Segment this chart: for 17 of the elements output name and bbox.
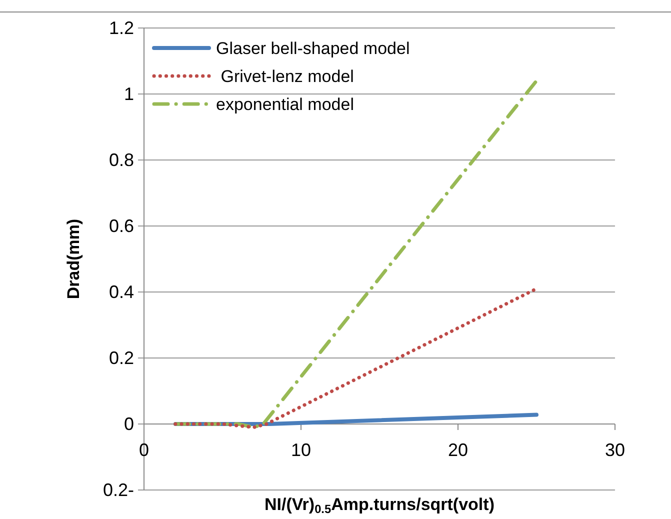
y-tick-label: 0.2-	[102, 480, 134, 500]
x-tick-label: 10	[290, 440, 312, 460]
y-tick-label: 0	[124, 414, 134, 434]
x-tick-label: 20	[448, 440, 468, 460]
x-tick-label: 0	[138, 440, 150, 460]
y-tick-label: 1.2	[108, 18, 134, 38]
legend-label: Glaser bell-shaped model	[216, 39, 410, 58]
legend-label: Grivet-lenz model	[216, 67, 354, 86]
y-tick-label: 0.2	[108, 348, 134, 368]
y-tick-label: 0.4	[108, 282, 134, 302]
y-tick-label: 0.8	[108, 150, 134, 170]
y-axis-title: Drad(mm)	[64, 218, 83, 300]
x-axis-title: NI/(Vr)$_{0.5}$Amp.turns/sqrt(volt)	[264, 495, 494, 516]
legend-label: exponential model	[216, 95, 354, 114]
y-tick-label: 0.6	[108, 216, 134, 236]
x-tick-label: 30	[604, 440, 626, 460]
y-tick-label: 1	[124, 84, 134, 104]
